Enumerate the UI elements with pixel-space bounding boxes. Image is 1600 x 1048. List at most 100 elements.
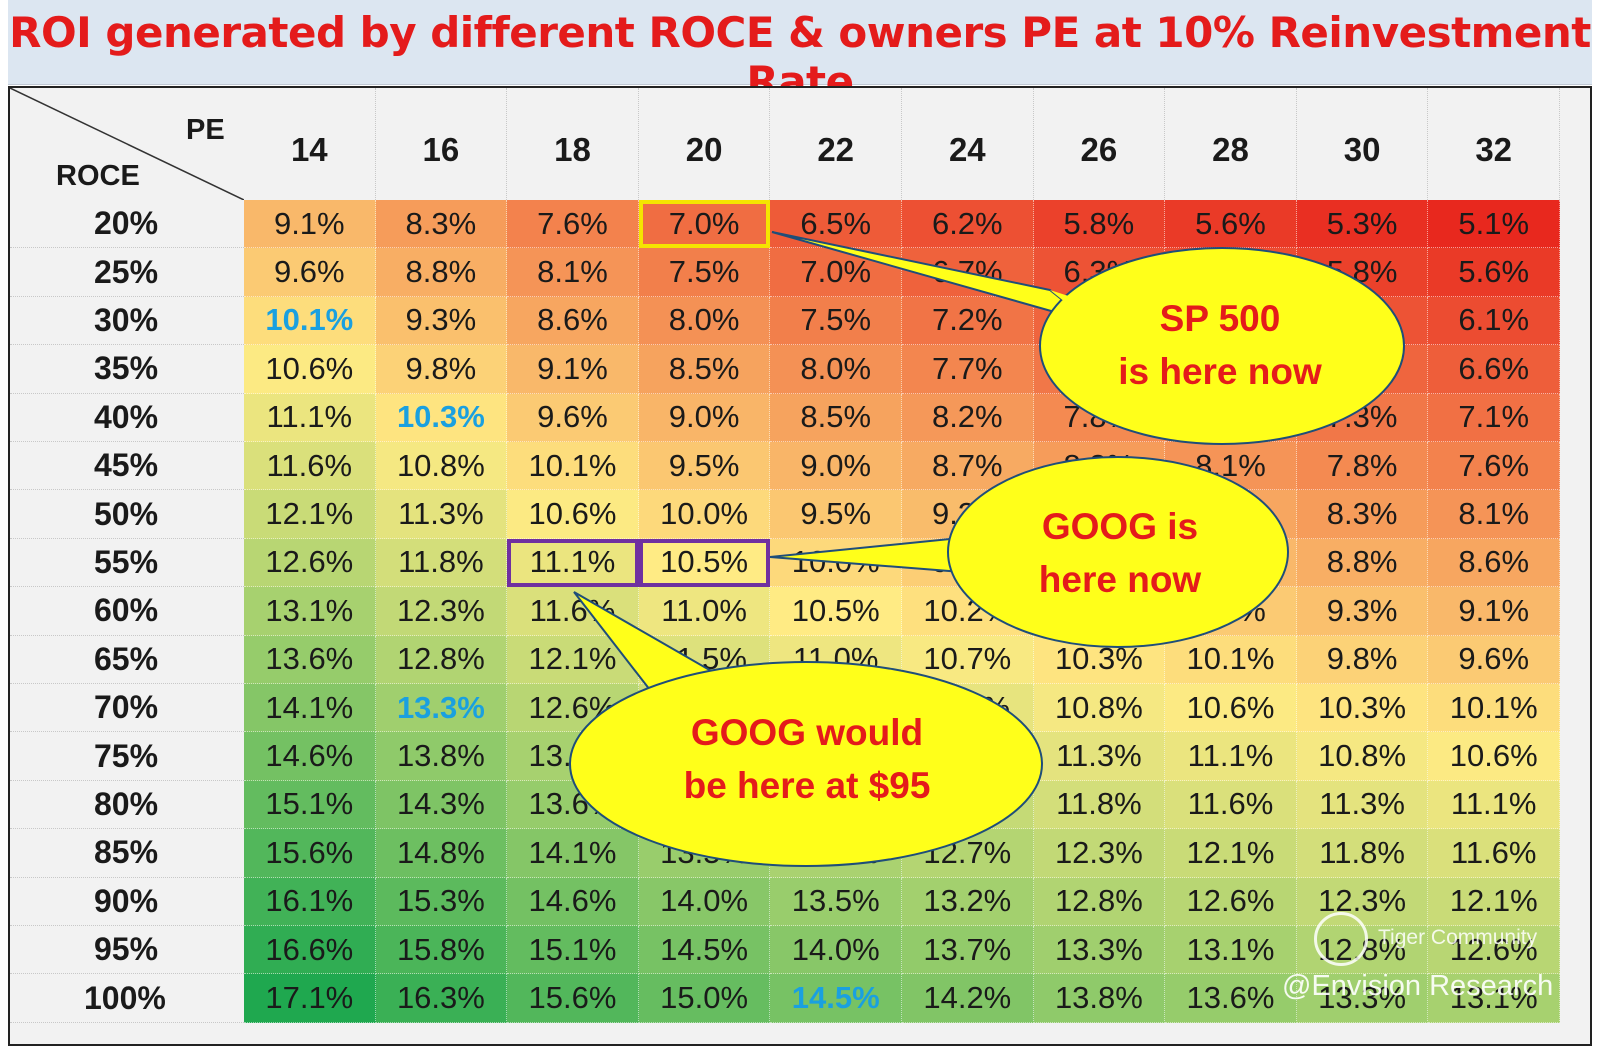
roi-cell: 16.1%	[244, 877, 376, 926]
roi-cell: 14.8%	[375, 829, 508, 878]
roi-cell: 15.6%	[507, 974, 639, 1023]
roi-cell: 11.8%	[375, 538, 508, 588]
roi-heatmap-table: PE ROCE 14 16 18 20 22 24 26 28 30 32 20% 9.1% 8.3% 7…	[8, 86, 1592, 1046]
roi-cell: 9.6%	[507, 393, 639, 442]
roi-cell: 15.8%	[375, 926, 508, 975]
pe-column-header: 16	[376, 88, 508, 200]
roi-cell: 5.3%	[1296, 200, 1429, 249]
roi-cell: 8.3%	[375, 200, 508, 249]
roi-cell: 13.3%	[375, 684, 508, 733]
title-bar: ROI generated by different ROCE & owners…	[8, 0, 1592, 106]
roi-cell: 7.2%	[902, 296, 1034, 346]
roi-cell: 11.6%	[1165, 780, 1297, 830]
roi-cell: 13.1%	[244, 587, 376, 636]
roi-cell: 10.1%	[507, 442, 639, 491]
callout-line: be here at $95	[683, 765, 931, 806]
roi-cell: 10.7%	[902, 635, 1034, 684]
pe-column-header: 24	[902, 88, 1034, 200]
pe-column-header: 26	[1034, 88, 1166, 200]
roi-cell: 7.1%	[1428, 393, 1560, 442]
roi-cell: 12.6%	[244, 538, 376, 588]
roi-cell: 6.7%	[902, 248, 1034, 297]
roi-cell: 13.0%	[770, 829, 902, 878]
roi-cell: 10.0%	[770, 538, 902, 588]
roi-cell: 14.6%	[244, 732, 376, 781]
roi-cell: 10.1%	[1428, 684, 1560, 733]
roce-row-header: 50%	[10, 490, 244, 539]
roi-cell: 8.8%	[375, 248, 508, 297]
roi-cell: 8.2%	[902, 393, 1034, 442]
roi-cell: 8.8%	[1296, 538, 1429, 588]
watermark-community: Tiger Community	[1378, 926, 1538, 949]
roi-cell: 11.1%	[1165, 732, 1297, 781]
roi-cell: 7.3%	[1296, 393, 1429, 442]
roce-row-header: 75%	[10, 732, 244, 781]
roi-cell: 11.3%	[375, 490, 508, 539]
roi-cell: 11.6%	[1428, 829, 1560, 878]
roi-cell: 12.3%	[1033, 829, 1166, 878]
roi-cell: 15.6%	[244, 829, 376, 878]
roi-cell: 5.6%	[1428, 248, 1560, 297]
roi-cell: 11.5%	[638, 635, 771, 684]
roi-cell: 13.1%	[1165, 926, 1297, 975]
roi-cell: 5.1%	[1428, 200, 1560, 249]
roi-cell: 9.1%	[244, 200, 376, 249]
roi-cell: 13.6%	[1165, 974, 1297, 1023]
roi-cell: 7.0%	[638, 200, 771, 249]
roi-cell: 9.1%	[507, 345, 639, 394]
roi-cell: 13.8%	[1033, 974, 1166, 1023]
roi-cell: 8.3%	[1033, 442, 1166, 491]
roi-cell: 13.2%	[902, 877, 1034, 926]
roi-cell: 12.6%	[1165, 877, 1297, 926]
roi-cell: 9.6%	[244, 248, 376, 297]
roi-cell: 7.5%	[638, 248, 771, 297]
roi-cell: 8.1%	[1165, 442, 1297, 491]
roi-cell: 14.0%	[770, 926, 902, 975]
roi-cell: 15.1%	[507, 926, 639, 975]
roi-cell: 11.1%	[1428, 780, 1560, 830]
roi-cell: 17.1%	[244, 974, 376, 1023]
roi-cell: 10.3%	[1296, 684, 1429, 733]
roi-cell: 9.5%	[638, 442, 771, 491]
roi-cell: 14.0%	[638, 877, 771, 926]
roce-axis-label: ROCE	[56, 160, 140, 192]
roi-cell: 8.1%	[1428, 490, 1560, 539]
roi-cell: 13.1%	[1428, 974, 1560, 1023]
roi-cell: 6.3%	[1033, 248, 1166, 297]
roi-cell: 14.1%	[244, 684, 376, 733]
roi-cell: 12.8%	[1033, 877, 1166, 926]
roce-row-header: 80%	[10, 781, 244, 830]
roi-cell: 7.0%	[770, 248, 902, 297]
roi-cell: 10.6%	[244, 345, 376, 394]
roi-cell: 9.8%	[1296, 635, 1429, 684]
roi-cell: 13.3%	[1033, 926, 1166, 975]
roce-row-header: 65%	[10, 636, 244, 684]
roi-cell: 14.2%	[902, 974, 1034, 1023]
roi-cell: 11.6%	[244, 442, 376, 491]
roi-cell: 10.0%	[638, 490, 771, 539]
roi-cell: 6.5%	[770, 200, 902, 249]
tiger-community-logo-icon	[1314, 912, 1368, 966]
roi-cell: 8.6%	[507, 296, 639, 346]
roi-cell: 10.8%	[375, 442, 508, 491]
callout-line: here now	[1038, 559, 1202, 600]
roi-cell: 8.5%	[770, 393, 902, 442]
roi-cell: 10.8%	[1296, 732, 1429, 781]
roce-row-header: 55%	[10, 539, 244, 588]
roce-row-header: 85%	[10, 829, 244, 878]
roi-cell: 9.1%	[1428, 587, 1560, 636]
roi-cell: 12.3%	[375, 587, 508, 636]
roi-cell: 15.3%	[375, 877, 508, 926]
roi-cell: 10.5%	[770, 587, 902, 636]
roi-cell: 7.6%	[507, 200, 639, 249]
roi-cell: 11.3%	[1033, 732, 1166, 781]
roi-cell: 5.8%	[1296, 248, 1429, 297]
roi-cell: 7.8%	[1296, 442, 1429, 491]
roi-cell: 7.7%	[902, 345, 1034, 394]
roi-cell: 16.3%	[375, 974, 508, 1023]
roi-cell: 15.1%	[244, 780, 376, 830]
roi-cell: 16.6%	[244, 926, 376, 975]
roi-cell: 10.6%	[1428, 732, 1560, 781]
roi-cell: 8.1%	[507, 248, 639, 297]
roi-cell: 12.1%	[1428, 877, 1560, 926]
